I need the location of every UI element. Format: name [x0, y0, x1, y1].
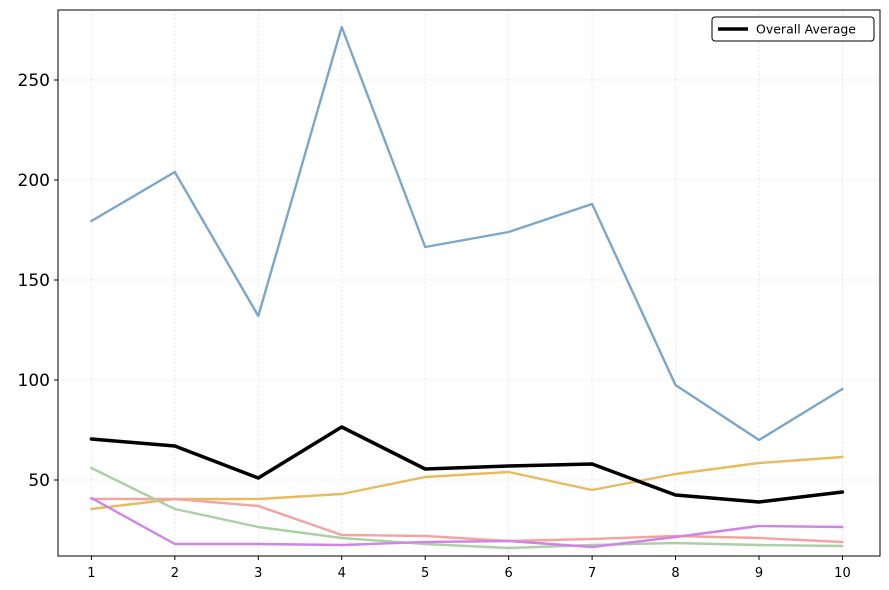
y-tick-label: 200: [18, 171, 50, 191]
legend: Overall Average: [711, 16, 875, 42]
series-line-5: [90, 496, 844, 549]
x-tick-label: 2: [171, 566, 179, 581]
x-tick-label: 6: [504, 566, 512, 581]
x-axis-ticks: 1 2 3 4 5 6 7 8 9 10: [87, 556, 851, 581]
series-line-4: [90, 466, 844, 550]
x-tick-label: 3: [254, 566, 262, 581]
y-tick-label: 50: [28, 471, 50, 491]
x-tick-label: 8: [671, 566, 679, 581]
y-tick-label: 100: [18, 371, 50, 391]
grid-lines: [58, 10, 880, 556]
y-axis-ticks: 50 100 150 200 250: [18, 71, 58, 491]
series-lines: [89, 25, 845, 550]
x-tick-label: 4: [338, 566, 346, 581]
series-line-3: [90, 497, 844, 544]
legend-label-overall-average: Overall Average: [756, 22, 856, 37]
x-tick-label: 10: [834, 566, 851, 581]
y-tick-label: 150: [18, 271, 50, 291]
plot-frame: [57, 9, 881, 557]
series-line-1: [90, 25, 844, 442]
legend-box: [711, 16, 875, 42]
series-line-2: [90, 455, 844, 511]
series-line-overall-average: [89, 425, 845, 504]
x-tick-label: 9: [755, 566, 763, 581]
y-tick-label: 250: [18, 71, 50, 91]
x-tick-label: 5: [421, 566, 429, 581]
x-tick-label: 7: [588, 566, 596, 581]
x-tick-label: 1: [87, 566, 95, 581]
